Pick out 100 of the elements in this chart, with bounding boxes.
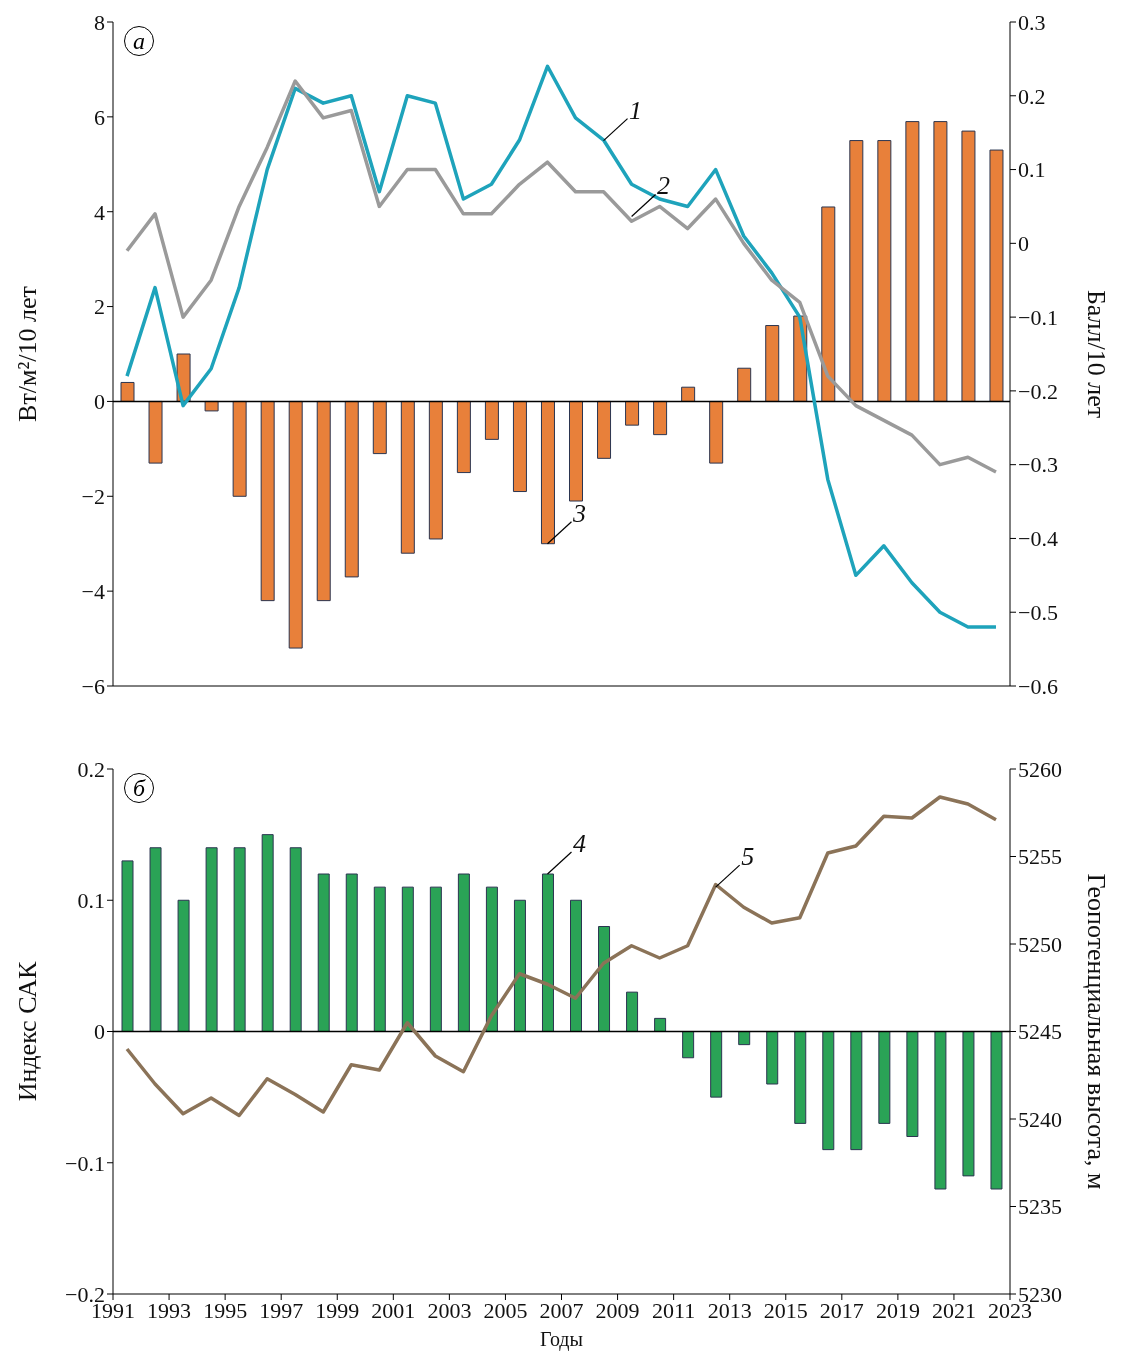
annotation: 5 xyxy=(741,842,755,872)
x-tick-label: 1993 xyxy=(147,1297,192,1323)
y-tick-label: 8 xyxy=(94,9,105,35)
bar xyxy=(149,847,162,1032)
y2-tick-label: 5245 xyxy=(1018,1019,1062,1045)
bar xyxy=(849,140,864,402)
y-tick-label: −2 xyxy=(81,484,105,510)
bar xyxy=(456,400,471,474)
x-tick-label: 1997 xyxy=(259,1297,304,1323)
y-tick-label: −4 xyxy=(81,578,105,604)
bar xyxy=(512,400,527,493)
bar xyxy=(597,400,612,459)
bar xyxy=(905,121,920,402)
bar xyxy=(204,400,219,412)
bar xyxy=(513,899,526,1032)
bar xyxy=(484,400,499,440)
bar xyxy=(625,400,640,426)
bar xyxy=(373,886,386,1032)
y2-tick-label: −0.6 xyxy=(1018,673,1058,699)
bar xyxy=(709,400,724,464)
bar xyxy=(428,400,443,540)
bar xyxy=(260,400,275,602)
bar xyxy=(822,1031,835,1151)
bar xyxy=(989,149,1004,402)
bar xyxy=(121,860,134,1032)
bar xyxy=(261,834,274,1032)
bar xyxy=(598,926,611,1032)
bar xyxy=(233,847,246,1032)
y-tick-label: −0.1 xyxy=(65,1150,105,1176)
y2-tick-label: −0.2 xyxy=(1018,378,1058,404)
line-series xyxy=(125,795,998,1118)
x-tick-label: 1999 xyxy=(315,1297,360,1323)
bar xyxy=(345,873,358,1032)
y2-axis-title: Балл/10 лет xyxy=(1082,289,1112,419)
y2-tick-label: −0.4 xyxy=(1018,526,1058,552)
annotation: 2 xyxy=(657,171,671,201)
bar xyxy=(317,873,330,1032)
bar xyxy=(401,886,414,1032)
y-tick-label: 6 xyxy=(94,104,105,130)
y2-tick-label: 5250 xyxy=(1018,931,1062,957)
x-tick-label: 2011 xyxy=(652,1297,696,1323)
y2-tick-label: 0 xyxy=(1018,231,1029,257)
bar xyxy=(289,847,302,1032)
bar xyxy=(316,400,331,602)
x-tick-label: 2001 xyxy=(371,1297,416,1323)
y-tick-label: 0.2 xyxy=(77,756,105,782)
bar xyxy=(878,1031,891,1124)
y-axis-title: Вт/м²/10 лет xyxy=(12,286,42,422)
bar xyxy=(177,899,190,1032)
annotation: б xyxy=(124,773,154,803)
x-tick-label: 2009 xyxy=(595,1297,640,1323)
bar xyxy=(765,325,780,402)
bar xyxy=(990,1031,1003,1190)
y-axis-title: Индекс САК xyxy=(12,961,42,1102)
line-series xyxy=(125,64,998,629)
x-tick-label: 2021 xyxy=(931,1297,976,1323)
annotation: 4 xyxy=(572,829,586,858)
bar xyxy=(906,1031,919,1137)
bar xyxy=(654,1017,667,1032)
x-tick-label: 2015 xyxy=(763,1297,808,1323)
bar xyxy=(682,1031,695,1059)
line-series xyxy=(125,79,998,474)
y-tick-label: 0.1 xyxy=(77,888,105,914)
x-tick-label: 2017 xyxy=(819,1297,864,1323)
y-tick-label: 4 xyxy=(94,199,105,225)
bar xyxy=(850,1031,863,1151)
bar xyxy=(288,400,303,649)
bar xyxy=(148,400,163,464)
y2-axis-title: Геопотенциальная высота, м xyxy=(1082,873,1112,1190)
y2-tick-label: −0.3 xyxy=(1018,452,1058,478)
annotation: 3 xyxy=(571,498,586,528)
x-axis-title: Годы xyxy=(540,1328,583,1351)
bar xyxy=(821,206,836,402)
bar xyxy=(794,1031,807,1124)
y-tick-label: 0 xyxy=(94,1019,105,1045)
bar xyxy=(962,1031,975,1177)
x-tick-label: 2019 xyxy=(875,1297,920,1323)
bar xyxy=(429,886,442,1032)
bar xyxy=(457,873,470,1032)
y-tick-label: 2 xyxy=(94,294,105,320)
bar xyxy=(933,121,948,402)
bar xyxy=(766,1031,779,1085)
y2-tick-label: 5260 xyxy=(1018,756,1062,782)
y2-tick-label: 5255 xyxy=(1018,844,1062,870)
bar xyxy=(569,400,583,502)
x-tick-label: 2005 xyxy=(483,1297,528,1323)
bar xyxy=(541,873,554,1032)
y2-tick-label: 5235 xyxy=(1018,1194,1062,1220)
x-tick-label: 1995 xyxy=(203,1297,248,1323)
annotation: 1 xyxy=(629,95,643,125)
x-tick-label: 2013 xyxy=(707,1297,752,1323)
y2-tick-label: −0.5 xyxy=(1018,600,1058,626)
bar xyxy=(710,1031,723,1098)
y2-tick-label: −0.1 xyxy=(1018,304,1058,330)
y2-tick-label: 0.2 xyxy=(1018,83,1046,109)
bar xyxy=(120,381,135,402)
bar xyxy=(372,400,387,455)
bar xyxy=(485,886,498,1032)
bar xyxy=(344,400,359,578)
annotation: а xyxy=(124,26,154,56)
